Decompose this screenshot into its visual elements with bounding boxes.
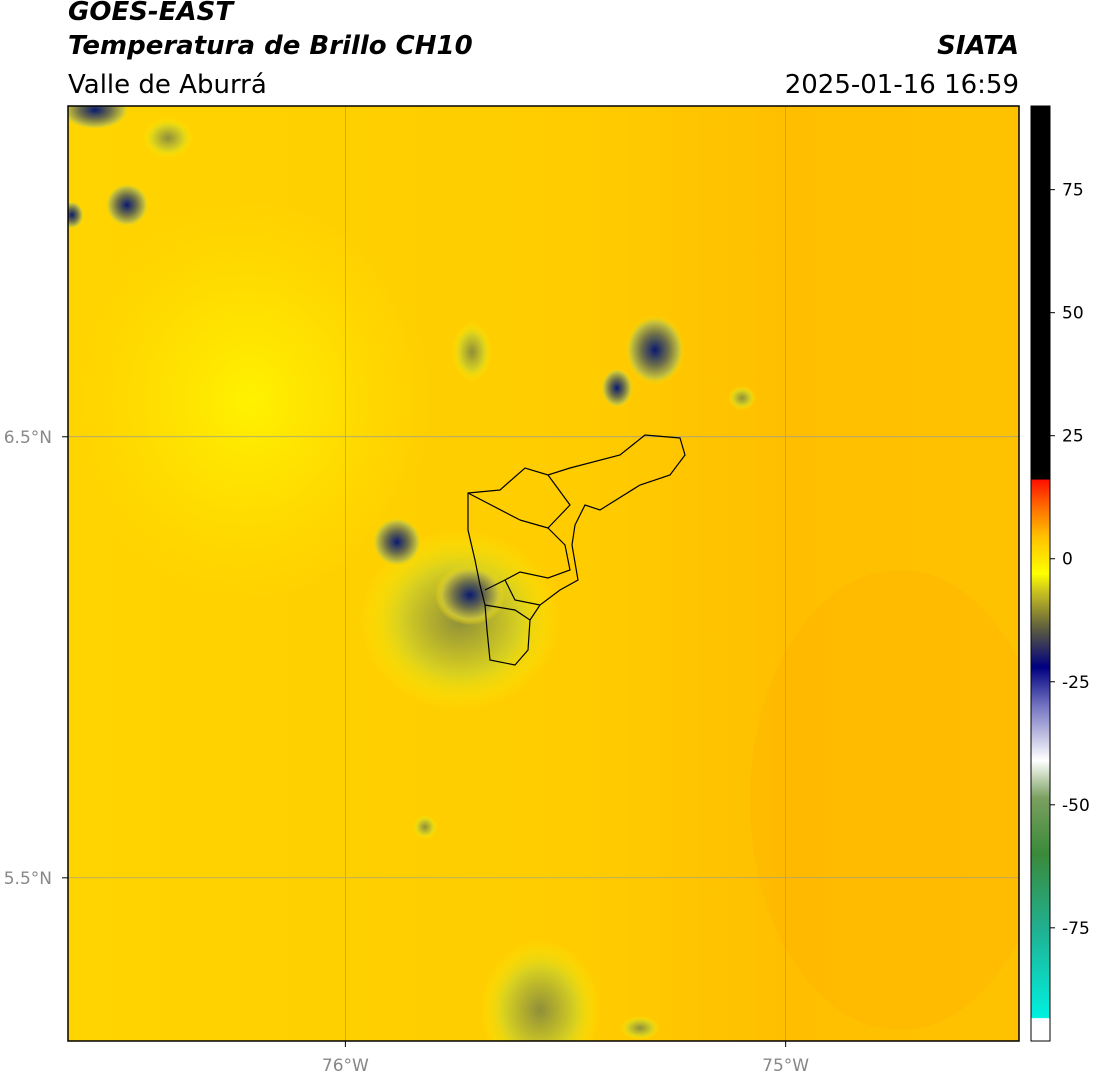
lon-tick-label: 75°W <box>762 1056 809 1076</box>
graticule <box>68 106 1019 1041</box>
colorbar-tick-label: 75 <box>1062 181 1084 201</box>
colorbar <box>1030 105 1051 1042</box>
subtitle: Temperatura de Brillo CH10 <box>68 31 473 61</box>
lat-tick-label: 6.5°N <box>4 428 52 448</box>
colorbar-tick-label: 25 <box>1062 427 1084 447</box>
colorbar-tick-label: 0 <box>1062 550 1073 570</box>
colorbar-tick-label: -75 <box>1062 919 1090 939</box>
source: SIATA <box>937 31 1019 61</box>
colorbar-tick-label: 50 <box>1062 304 1084 324</box>
map-frame <box>67 105 1020 1042</box>
field <box>68 106 1019 1041</box>
datetime: 2025-01-16 16:59 <box>785 70 1019 100</box>
region: Valle de Aburrá <box>68 70 267 100</box>
lon-tick-label: 76°W <box>322 1056 369 1076</box>
lat-tick-label: 5.5°N <box>4 869 52 889</box>
title: GOES-EAST <box>68 0 235 27</box>
municipal-boundaries <box>467 434 686 666</box>
colorbar-tick-label: -50 <box>1062 796 1090 816</box>
colorbar-tick-label: -25 <box>1062 673 1090 693</box>
